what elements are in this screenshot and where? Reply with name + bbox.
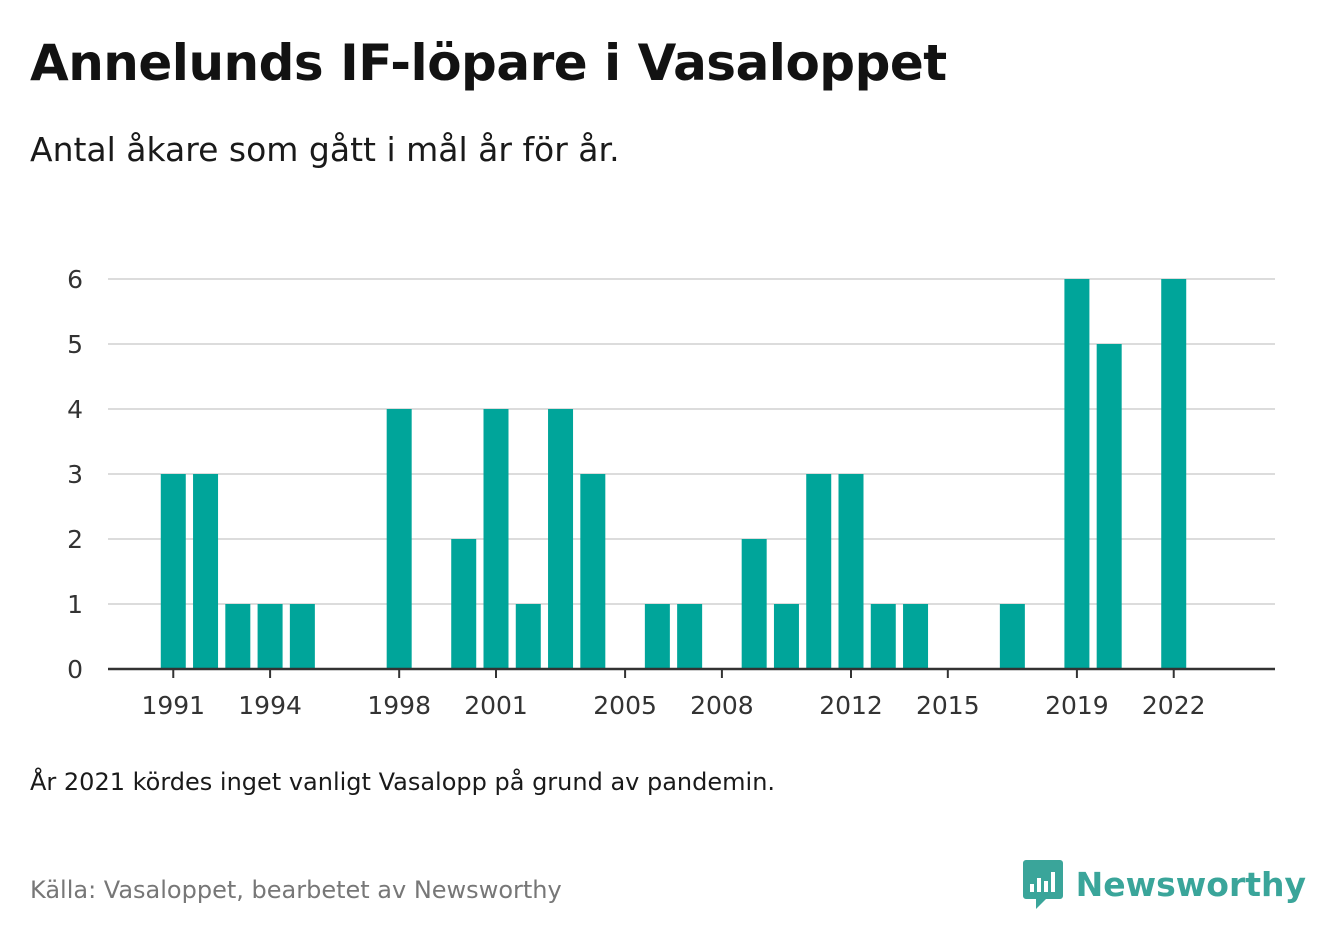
footnote: År 2021 kördes inget vanligt Vasalopp på… xyxy=(30,768,776,796)
brand-logo[interactable]: Newsworthy xyxy=(1022,858,1306,910)
x-tick-label: 2022 xyxy=(1142,691,1206,720)
x-tick-label: 2005 xyxy=(593,691,657,720)
x-tick-label: 2015 xyxy=(916,691,980,720)
bar[interactable] xyxy=(193,474,219,669)
y-tick-label: 3 xyxy=(67,460,83,489)
bar[interactable] xyxy=(870,604,896,669)
bar[interactable] xyxy=(903,604,929,669)
y-tick-label: 0 xyxy=(67,655,83,684)
newsworthy-logo-icon xyxy=(1022,860,1063,909)
y-axis-ticks: 0 1 2 3 4 5 6 xyxy=(67,265,83,684)
bar[interactable] xyxy=(225,604,251,669)
y-tick-label: 6 xyxy=(67,265,83,294)
bar[interactable] xyxy=(1064,279,1090,669)
bar[interactable] xyxy=(289,604,315,669)
bar[interactable] xyxy=(773,604,799,669)
bars xyxy=(160,279,1187,669)
bar[interactable] xyxy=(515,604,541,669)
bar[interactable] xyxy=(999,604,1025,669)
bar[interactable] xyxy=(160,474,186,669)
x-axis-ticks: 1991 1994 1998 2001 2005 2008 2012 2015 2019 2022 xyxy=(141,669,1206,720)
y-tick-label: 5 xyxy=(67,330,83,359)
bar[interactable] xyxy=(838,474,864,669)
brand-name: Newsworthy xyxy=(1075,864,1306,904)
bar[interactable] xyxy=(548,409,574,669)
y-tick-label: 1 xyxy=(67,590,83,619)
bar[interactable] xyxy=(257,604,283,669)
x-tick-label: 2019 xyxy=(1045,691,1109,720)
x-tick-label: 2012 xyxy=(819,691,883,720)
bar[interactable] xyxy=(483,409,509,669)
x-tick-label: 2008 xyxy=(690,691,754,720)
x-tick-label: 2001 xyxy=(464,691,528,720)
bar[interactable] xyxy=(386,409,412,669)
bar[interactable] xyxy=(741,539,767,669)
bar[interactable] xyxy=(806,474,832,669)
bar[interactable] xyxy=(1096,344,1122,669)
bar[interactable] xyxy=(580,474,606,669)
bar[interactable] xyxy=(677,604,703,669)
source-text: Källa: Vasaloppet, bearbetet av Newswort… xyxy=(30,876,562,904)
bar[interactable] xyxy=(644,604,670,669)
chart-subtitle: Antal åkare som gått i mål år för år. xyxy=(30,130,620,169)
x-tick-label: 1994 xyxy=(238,691,302,720)
y-tick-label: 4 xyxy=(67,395,83,424)
y-tick-label: 2 xyxy=(67,525,83,554)
x-tick-label: 1991 xyxy=(141,691,205,720)
chart-title: Annelunds IF-löpare i Vasaloppet xyxy=(30,34,947,92)
bar-chart: 0 1 2 3 4 5 6 1991 1994 1998 2001 2005 2008 2012 2015… xyxy=(67,265,1275,720)
bar[interactable] xyxy=(1161,279,1187,669)
bar[interactable] xyxy=(451,539,477,669)
x-tick-label: 1998 xyxy=(367,691,431,720)
